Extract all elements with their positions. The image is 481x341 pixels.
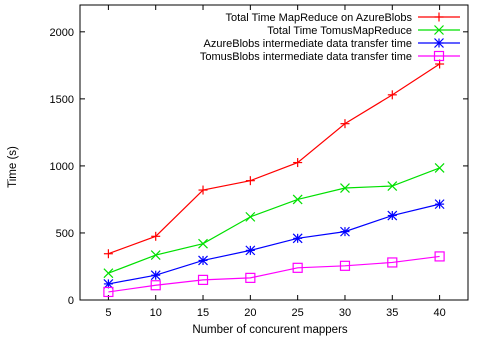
series-line — [108, 167, 440, 274]
axes: 0 500 1000 1500 2000 5 10 15 20 25 30 35 40 — [50, 4, 469, 319]
legend-marker — [434, 12, 444, 22]
x-axis-label: Number of concurent mappers — [192, 324, 348, 336]
x-tick-label: 25 — [292, 307, 304, 319]
legend: Total Time MapReduce on AzureBlobsTotal … — [200, 12, 460, 63]
x-tick-label: 40 — [433, 307, 445, 319]
data-point — [387, 181, 398, 191]
y-tick-label: 1000 — [50, 161, 74, 173]
series-3 — [103, 251, 445, 298]
data-point — [434, 251, 445, 262]
data-point — [434, 199, 445, 210]
data-point — [387, 257, 398, 268]
data-point — [198, 255, 208, 266]
data-point — [198, 185, 208, 195]
x-tick-label: 5 — [105, 307, 111, 319]
data-point — [245, 272, 256, 283]
series-line — [108, 63, 440, 255]
data-point — [197, 274, 209, 285]
y-tick-label: 2000 — [50, 27, 74, 39]
data-point — [245, 176, 255, 186]
series-1 — [103, 162, 445, 279]
data-point — [292, 194, 303, 205]
x-tick-label: 10 — [150, 307, 162, 319]
series-group — [103, 59, 445, 298]
x-tick-label: 30 — [339, 307, 351, 319]
data-point — [150, 270, 161, 281]
series-line — [108, 203, 440, 285]
data-point — [245, 245, 256, 256]
series-2 — [103, 199, 445, 289]
legend-marker — [434, 38, 444, 48]
data-point — [340, 119, 350, 129]
data-point — [387, 210, 398, 221]
data-point — [103, 249, 113, 259]
plot-frame — [79, 4, 469, 301]
legend-label: Total Time MapReduce on AzureBlobs — [226, 12, 413, 24]
legend-label: Total Time TomusMapReduce — [267, 25, 412, 37]
data-point — [292, 262, 303, 273]
data-point — [150, 280, 161, 291]
data-point — [198, 238, 208, 249]
data-point — [103, 268, 114, 279]
legend-label: TomusBlobs intermediate data transfer ti… — [200, 51, 412, 63]
series-line — [108, 255, 440, 293]
data-point — [151, 231, 161, 241]
data-point — [103, 286, 114, 298]
y-tick-label: 0 — [68, 295, 74, 307]
data-point — [339, 260, 351, 271]
data-point — [245, 211, 256, 222]
data-point — [434, 162, 445, 173]
x-tick-label: 20 — [244, 307, 256, 319]
data-point — [387, 90, 397, 100]
data-point — [293, 158, 303, 168]
data-point — [340, 183, 350, 193]
data-point — [150, 250, 161, 261]
y-axis-label: Time (s) — [7, 146, 19, 188]
data-point — [340, 226, 350, 237]
y-tick-label: 500 — [56, 228, 74, 240]
series-0 — [103, 59, 445, 259]
legend-marker — [434, 25, 444, 35]
data-point — [292, 233, 303, 244]
legend-label: AzureBlobs intermediate data transfer ti… — [204, 38, 413, 50]
y-tick-label: 1500 — [50, 94, 74, 106]
x-tick-label: 15 — [197, 307, 209, 319]
x-tick-label: 35 — [386, 307, 398, 319]
legend-marker — [433, 50, 445, 62]
